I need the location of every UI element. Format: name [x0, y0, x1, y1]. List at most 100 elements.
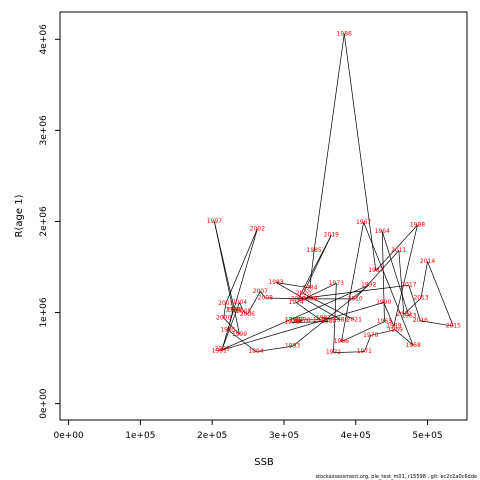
year-label: 1987 — [368, 267, 383, 274]
x-tick-label: 0e+00 — [53, 431, 84, 441]
year-label: 1968 — [406, 342, 421, 349]
year-label: 2001 — [218, 300, 233, 307]
plot-frame — [59, 11, 468, 421]
y-tick-label: 4e+06 — [39, 24, 49, 55]
trajectory-segment — [398, 250, 405, 315]
trajectory-segment — [364, 335, 372, 352]
year-label: 2004 — [232, 299, 247, 306]
year-label: 1963 — [401, 313, 416, 320]
year-label: 1993 — [285, 343, 300, 350]
year-label: 2010 — [347, 295, 362, 302]
year-label: 2020 — [296, 290, 311, 297]
year-label: 1982 — [333, 316, 348, 323]
trajectory-segment — [296, 283, 337, 303]
year-label: 1975 — [313, 316, 328, 323]
year-label: 1984 — [302, 284, 317, 291]
trajectory-segment — [394, 329, 414, 346]
x-axis-ticks: 0e+00 1e+05 2e+05 3e+05 4e+05 5e+05 — [53, 419, 443, 441]
year-label: 1967 — [356, 219, 371, 226]
year-label: 1976 — [285, 316, 300, 323]
year-label: 2017 — [401, 282, 416, 289]
year-label: 1978 — [295, 317, 310, 324]
year-label: 1991 — [212, 347, 227, 354]
trajectory-segment — [225, 228, 258, 304]
trajectory-segment — [375, 224, 418, 271]
year-label: 2006 — [240, 311, 255, 318]
year-label: 2018 — [291, 295, 306, 302]
trajectory-segment — [247, 291, 261, 315]
trajectory-segment — [333, 283, 337, 353]
trajectory-segment — [393, 225, 418, 327]
trajectory-lines — [213, 33, 454, 353]
trajectory-segment — [298, 234, 332, 300]
year-label: 1965 — [377, 318, 392, 325]
trajectory-segment — [309, 250, 315, 288]
year-label: 2011 — [391, 247, 406, 254]
y-axis-ticks: 0e+00 1e+06 2e+06 3e+06 4e+06 — [39, 24, 61, 419]
year-label: 2021 — [347, 316, 362, 323]
x-tick-label: 2e+05 — [197, 431, 227, 441]
trajectory-segment — [219, 302, 384, 352]
trajectory-segment — [291, 321, 329, 323]
trajectory-segment — [295, 302, 321, 321]
y-tick-label: 0e+00 — [39, 388, 49, 419]
year-label: 2005 — [236, 308, 251, 315]
year-label: 2003 — [215, 345, 230, 352]
trajectory-segment — [354, 250, 400, 300]
year-label: 1971 — [357, 348, 372, 355]
y-axis-title: R(age 1) — [14, 194, 25, 237]
year-label: 2008 — [258, 294, 273, 301]
year-label: 1983 — [268, 279, 283, 286]
trajectory-segment — [243, 311, 248, 315]
trajectory-segment — [219, 284, 369, 352]
x-tick-label: 4e+05 — [341, 431, 371, 441]
trajectory-segment — [341, 321, 385, 342]
trajectory-segment — [333, 351, 365, 353]
year-label: 1970 — [363, 332, 378, 339]
y-tick-label: 2e+06 — [39, 206, 49, 237]
trajectory-segment — [341, 222, 364, 342]
trajectory-segment — [408, 285, 421, 321]
year-label: 2007 — [253, 288, 268, 295]
year-label: 2015 — [446, 323, 461, 330]
year-label: 1985 — [306, 247, 321, 254]
year-label: 2009 — [302, 295, 317, 302]
trajectory-segment — [223, 303, 227, 319]
year-labels: 1963 1964 1965 1966 1967 1968 1969 1970 1971 1972… — [207, 30, 461, 356]
y-tick-label: 1e+06 — [39, 297, 49, 328]
year-label: 1986 — [337, 30, 352, 37]
trajectory-segment — [343, 33, 377, 271]
trajectory-segment — [313, 33, 345, 251]
year-label: 1988 — [410, 222, 425, 229]
trajectory-segment — [292, 284, 369, 347]
footer-credit: stockassessment.org, ple_test_m01, r1559… — [315, 474, 477, 480]
year-label: 1973 — [329, 280, 344, 287]
trajectory-segment — [221, 302, 240, 350]
year-label: 2013 — [413, 294, 428, 301]
trajectory-segment — [420, 261, 428, 299]
trajectory-segment — [381, 231, 410, 317]
trajectory-segment — [227, 329, 257, 352]
trajectory-segment — [239, 302, 245, 312]
year-label: 2000 — [216, 315, 231, 322]
x-tick-label: 5e+05 — [412, 431, 442, 441]
year-label: 1996 — [225, 306, 240, 313]
year-label: 1980 — [321, 318, 336, 325]
year-label: 1966 — [334, 338, 349, 345]
trajectory-segment — [303, 293, 355, 321]
year-label: 1979 — [284, 319, 299, 326]
year-label: 1989 — [386, 323, 401, 330]
year-label: 1977 — [289, 316, 304, 323]
trajectory-segment — [255, 345, 293, 353]
x-tick-label: 3e+05 — [269, 431, 299, 441]
y-tick-label: 3e+06 — [39, 115, 49, 146]
year-label: 1981 — [316, 315, 331, 322]
trajectory-segment — [381, 231, 385, 322]
trajectory-segment — [303, 234, 332, 294]
year-label: 2014 — [420, 258, 435, 265]
year-label: 2016 — [413, 317, 428, 324]
year-label: 1994 — [248, 348, 263, 355]
year-label: 2019 — [324, 232, 339, 239]
